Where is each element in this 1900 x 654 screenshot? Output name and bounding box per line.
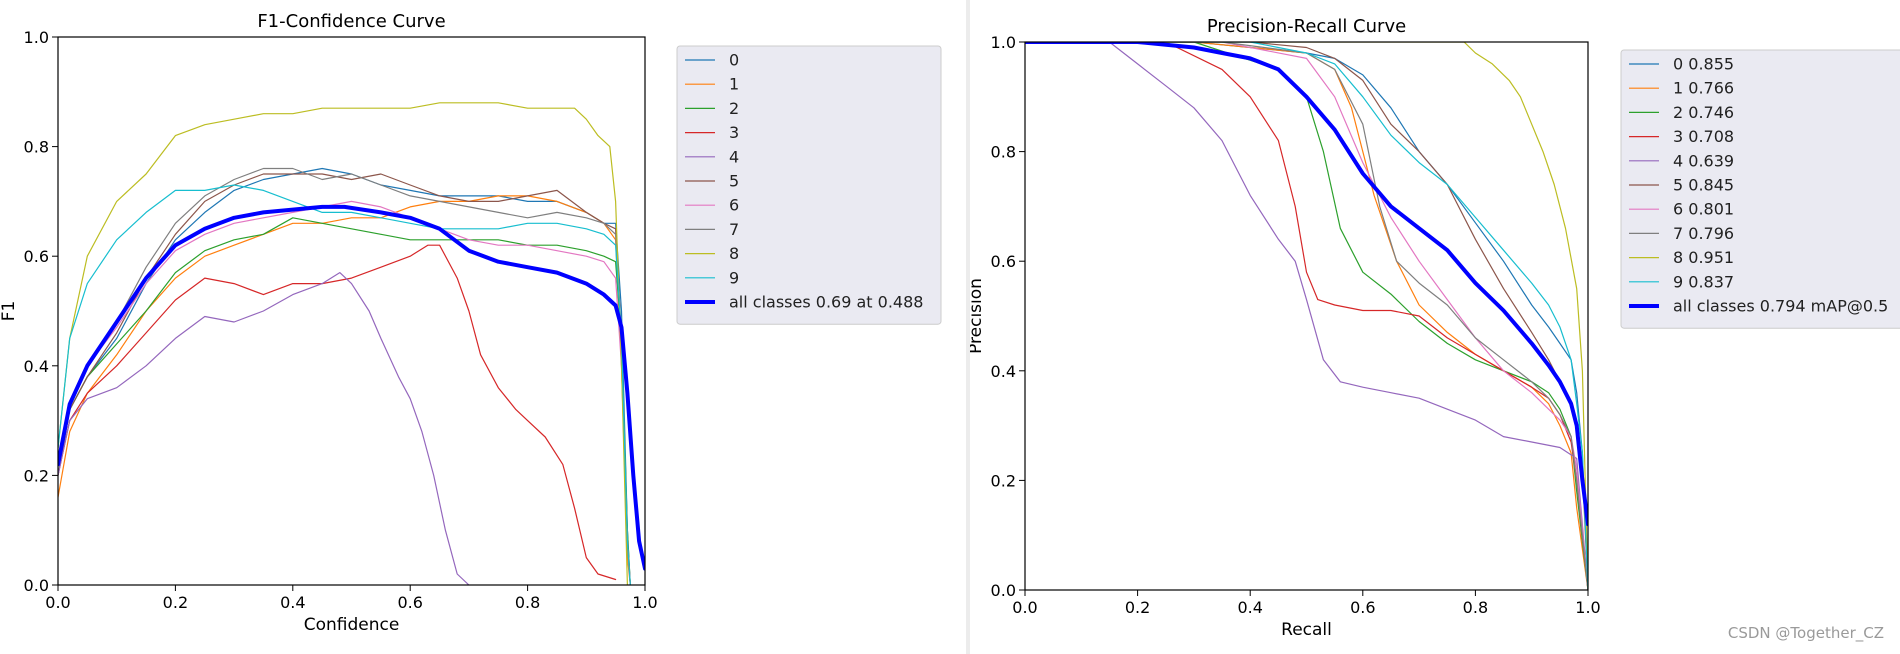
pr-series-line-8 [1025,42,1588,590]
f1-x-tick-label: 1.0 [632,593,657,612]
f1-legend-box [676,45,942,325]
f1-x-axis-label: Confidence [304,615,400,635]
pr-series-line-1 [1025,42,1588,590]
f1-x-tick-label: 0.8 [515,593,540,612]
f1-series-line-5 [58,173,631,585]
pr-x-axis-label: Recall [1281,620,1332,640]
pr-series-line-4 [1025,42,1588,590]
pr-y-tick-label: 0.4 [991,362,1016,381]
f1-series-line-1 [58,195,631,585]
f1-legend-label: 8 [729,244,739,263]
f1-y-tick-label: 0.2 [24,466,49,485]
pr-x-tick-label: 0.2 [1125,598,1150,617]
pr-y-tick-label: 0.2 [991,471,1016,490]
f1-y-axis-label: F1 [0,301,19,322]
pr-series-line-3 [1025,42,1588,590]
pr-x-tick-label: 0.0 [1012,598,1037,617]
pr-legend-label: 1 0.766 [1673,79,1734,98]
pr-x-tick-label: 0.6 [1350,598,1375,617]
pr-series-line-7 [1025,42,1588,590]
pr-x-tick-label: 1.0 [1575,598,1600,617]
f1-legend-label: 3 [729,123,739,142]
precision-recall-panel: Precision-Recall Curve 0.0 0.2 0.4 0.6 0.8 1.0… [970,0,1900,654]
f1-series-group [58,102,645,585]
precision-recall-chart: Precision-Recall Curve 0.0 0.2 0.4 0.6 0.8 1.0… [970,16,1900,640]
f1-confidence-chart: F1-Confidence Curve 0.0 0.2 0.4 0.6 0.8 1.0 0.0… [0,11,942,635]
pr-x-tick-label: 0.4 [1237,598,1262,617]
pr-legend-box [1620,49,1900,329]
pr-legend-label: 2 0.746 [1673,103,1734,122]
pr-series-line-9 [1025,42,1588,590]
f1-legend-label: 1 [729,75,739,94]
pr-y-tick-label: 0.8 [991,143,1016,162]
pr-chart-title: Precision-Recall Curve [1207,16,1406,37]
pr-legend-label: 9 0.837 [1673,272,1734,291]
pr-legend-label: 3 0.708 [1673,127,1734,146]
pr-legend-label: 0 0.855 [1673,55,1734,74]
f1-legend-label: all classes 0.69 at 0.488 [729,293,923,312]
f1-series-line-6 [58,200,631,585]
f1-legend-label: 2 [729,99,739,118]
f1-y-tick-label: 0.4 [24,357,49,376]
f1-legend-label: 0 [729,51,739,70]
pr-legend-label: all classes 0.794 mAP@0.5 [1673,297,1888,316]
f1-series-line-2 [58,217,631,585]
f1-series-line-7 [58,167,631,585]
watermark-text: CSDN @Together_CZ [1727,624,1884,642]
f1-legend-label: 4 [729,147,739,166]
f1-series-line-3 [58,244,617,581]
pr-legend-label: 5 0.845 [1673,176,1734,195]
f1-x-tick-label: 0.0 [45,593,70,612]
f1-series-line-10 [58,204,645,571]
f1-y-tick-label: 0.8 [24,138,49,157]
pr-legend-label: 7 0.796 [1673,224,1734,243]
f1-y-tick-label: 0.6 [24,247,49,266]
f1-y-tick-label: 1.0 [24,28,49,47]
f1-legend-label: 9 [729,268,739,287]
pr-y-tick-label: 1.0 [991,33,1016,52]
f1-legend-label: 5 [729,172,739,191]
f1-chart-title: F1-Confidence Curve [257,11,445,32]
f1-x-tick-label: 0.6 [397,593,422,612]
pr-y-tick-label: 0.0 [991,581,1016,600]
pr-legend-label: 8 0.951 [1673,248,1734,267]
pr-series-line-10 [1025,42,1588,527]
f1-x-tick-label: 0.2 [163,593,188,612]
pr-y-axis-label: Precision [970,278,986,354]
pr-x-tick-label: 0.8 [1463,598,1488,617]
f1-legend-label: 7 [729,220,739,239]
f1-legend-label: 6 [729,196,739,215]
f1-plot-frame [57,36,646,586]
f1-series-line-4 [58,272,470,585]
pr-series-group [1025,42,1588,590]
pr-series-line-0 [1025,42,1588,590]
pr-legend-label: 6 0.801 [1673,200,1734,219]
f1-series-line-9 [58,184,631,585]
pr-y-tick-label: 0.6 [991,252,1016,271]
f1-series-line-8 [58,102,629,585]
pr-series-line-5 [1025,42,1588,590]
pr-plot-frame [1024,41,1589,591]
f1-series-line-0 [58,167,631,585]
f1-x-tick-label: 0.4 [280,593,305,612]
panel-divider [966,0,970,654]
pr-legend-label: 4 0.639 [1673,151,1734,170]
pr-series-line-6 [1025,42,1588,590]
pr-series-line-2 [1025,42,1588,590]
f1-confidence-panel: F1-Confidence Curve 0.0 0.2 0.4 0.6 0.8 1.0 0.0… [0,11,942,635]
f1-y-tick-label: 0.0 [24,576,49,595]
